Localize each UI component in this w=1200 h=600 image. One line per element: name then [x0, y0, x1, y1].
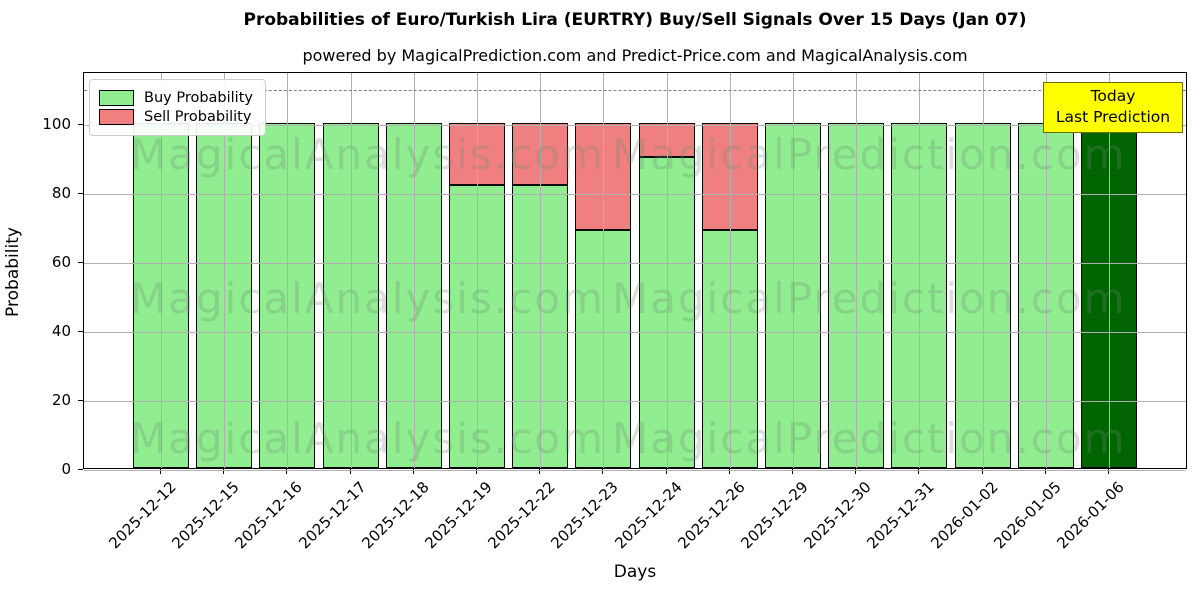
x-tick-label-2025-12-17: 2025-12-17 [294, 478, 370, 553]
x-tick-mark-2025-12-31 [918, 469, 920, 474]
y-tick-mark-100 [78, 123, 83, 125]
gridline-v-2025-12-22 [540, 73, 542, 468]
x-tick-mark-2025-12-22 [539, 469, 541, 474]
x-tick-mark-2025-12-29 [792, 469, 793, 474]
gridline-h-20 [84, 400, 1186, 402]
y-tick-label-40: 40 [51, 321, 71, 340]
gridline-v-2025-12-24 [666, 73, 668, 468]
y-tick-label-80: 80 [51, 183, 71, 202]
legend-item-buy: Buy Probability [99, 90, 253, 106]
x-tick-mark-2025-12-26 [728, 469, 730, 474]
y-axis-label: Probability [3, 227, 23, 317]
y-tick-mark-80 [78, 192, 83, 194]
buy-color-swatch [99, 90, 134, 106]
x-tick-mark-2025-12-15 [223, 469, 225, 474]
plot-area: Buy Probability Sell Probability Today L… [83, 72, 1187, 471]
legend-label-buy: Buy Probability [144, 90, 253, 106]
x-tick-label-2025-12-12: 2025-12-12 [105, 478, 180, 553]
x-tick-label-2025-12-23: 2025-12-23 [547, 478, 623, 553]
y-tick-label-60: 60 [51, 252, 71, 271]
x-tick-label-2025-12-29: 2025-12-29 [737, 478, 812, 553]
x-tick-label-2026-01-06: 2026-01-06 [1053, 478, 1128, 553]
gridline-v-2025-12-23 [603, 73, 605, 468]
y-tick-label-100: 100 [42, 114, 71, 133]
gridline-v-2025-12-16 [287, 73, 289, 468]
x-tick-mark-2025-12-18 [412, 469, 414, 474]
annotation-line1: Today [1090, 87, 1136, 105]
x-tick-label-2025-12-24: 2025-12-24 [610, 478, 686, 553]
y-tick-label-20: 20 [51, 390, 71, 409]
chart-subtitle: powered by MagicalPrediction.com and Pre… [302, 46, 968, 65]
x-tick-mark-2026-01-06 [1108, 469, 1109, 474]
annotation-line2: Last Prediction [1055, 108, 1171, 126]
gridline-h-60 [84, 262, 1186, 264]
gridline-v-2026-01-06 [1109, 73, 1110, 468]
legend-label-sell: Sell Probability [144, 109, 252, 125]
x-tick-mark-2025-12-24 [665, 469, 667, 474]
x-tick-label-2025-12-26: 2025-12-26 [674, 478, 749, 553]
gridline-v-2026-01-05 [1045, 73, 1047, 468]
gridline-v-2025-12-26 [729, 73, 731, 468]
chart-title: Probabilities of Euro/Turkish Lira (EURT… [243, 10, 1027, 30]
x-tick-mark-2025-12-19 [476, 469, 477, 474]
reference-dashed-line [84, 90, 1186, 92]
sell-color-swatch [99, 109, 134, 125]
chart-legend: Buy Probability Sell Probability [89, 79, 266, 136]
x-tick-label-2026-01-02: 2026-01-02 [926, 478, 1002, 553]
y-tick-mark-20 [78, 399, 83, 401]
gridline-h-0 [84, 470, 1186, 471]
legend-item-sell: Sell Probability [99, 109, 253, 125]
y-tick-mark-0 [78, 469, 83, 470]
y-tick-label-0: 0 [61, 460, 71, 478]
gridline-v-2025-12-29 [793, 73, 794, 468]
x-tick-label-2025-12-31: 2025-12-31 [863, 478, 939, 553]
y-tick-mark-60 [78, 261, 83, 263]
gridline-v-2025-12-19 [477, 73, 478, 468]
x-tick-mark-2025-12-17 [349, 469, 351, 474]
x-tick-mark-2025-12-30 [855, 469, 857, 474]
x-tick-label-2025-12-18: 2025-12-18 [358, 478, 433, 553]
gridline-v-2025-12-31 [919, 73, 921, 468]
x-tick-label-2025-12-22: 2025-12-22 [484, 478, 559, 553]
x-tick-label-2025-12-16: 2025-12-16 [231, 478, 307, 553]
x-tick-mark-2026-01-02 [981, 469, 983, 474]
x-tick-mark-2025-12-23 [602, 469, 604, 474]
y-tick-mark-40 [78, 330, 83, 332]
x-tick-label-2025-12-30: 2025-12-30 [800, 478, 875, 553]
gridline-v-2025-12-17 [350, 73, 352, 468]
x-tick-mark-2026-01-05 [1044, 469, 1046, 474]
x-axis-label: Days [613, 562, 657, 582]
today-annotation: Today Last Prediction [1043, 82, 1183, 133]
x-tick-mark-2025-12-12 [160, 469, 161, 474]
gridline-h-100 [84, 124, 1186, 126]
gridline-v-2025-12-30 [856, 73, 858, 468]
gridline-v-2025-12-18 [413, 73, 415, 468]
gridline-v-2025-12-12 [161, 73, 162, 468]
gridline-v-2025-12-15 [224, 73, 226, 468]
gridline-v-2026-01-02 [982, 73, 984, 468]
x-tick-label-2026-01-05: 2026-01-05 [990, 478, 1065, 553]
gridline-h-80 [84, 193, 1186, 195]
x-tick-label-2025-12-19: 2025-12-19 [421, 478, 496, 553]
gridline-h-40 [84, 331, 1186, 333]
x-tick-mark-2025-12-16 [286, 469, 288, 474]
x-tick-label-2025-12-15: 2025-12-15 [168, 478, 243, 553]
